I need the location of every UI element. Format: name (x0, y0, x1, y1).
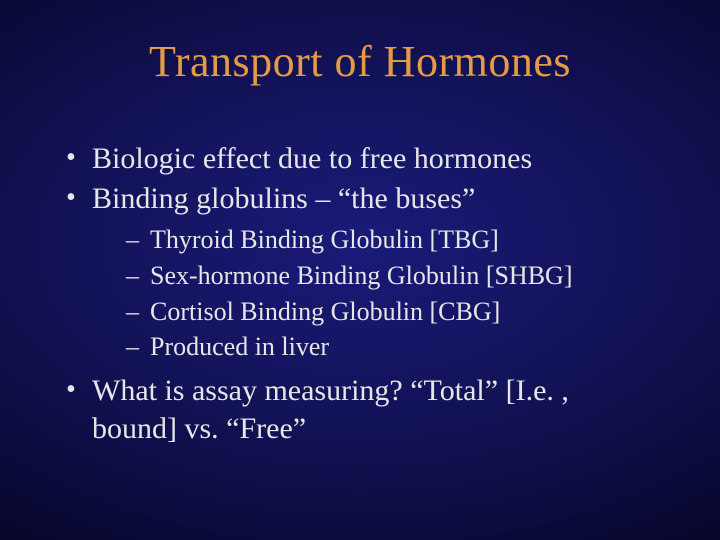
sub-bullet-text: Cortisol Binding Globulin [CBG] (150, 297, 500, 326)
bullet-text: Binding globulins – “the buses” (92, 182, 475, 215)
bullet-text: What is assay measuring? “Total” [I.e. ,… (92, 374, 569, 445)
bullet-item: Binding globulins – “the buses” Thyroid … (64, 180, 660, 365)
sub-bullet-text: Produced in liver (150, 332, 329, 361)
bullet-list-level1: Biologic effect due to free hormones Bin… (64, 140, 660, 447)
slide-title: Transport of Hormones (0, 36, 720, 87)
sub-bullet-item: Cortisol Binding Globulin [CBG] (126, 295, 660, 329)
sub-bullet-item: Thyroid Binding Globulin [TBG] (126, 223, 660, 257)
sub-bullet-text: Sex-hormone Binding Globulin [SHBG] (150, 261, 573, 290)
sub-bullet-item: Produced in liver (126, 330, 660, 364)
slide-body: Biologic effect due to free hormones Bin… (64, 140, 660, 449)
bullet-item: What is assay measuring? “Total” [I.e. ,… (64, 372, 660, 447)
sub-bullet-text: Thyroid Binding Globulin [TBG] (150, 225, 499, 254)
slide: Transport of Hormones Biologic effect du… (0, 0, 720, 540)
bullet-text: Biologic effect due to free hormones (92, 142, 532, 175)
sub-bullet-item: Sex-hormone Binding Globulin [SHBG] (126, 259, 660, 293)
bullet-item: Biologic effect due to free hormones (64, 140, 660, 178)
bullet-list-level2: Thyroid Binding Globulin [TBG] Sex-hormo… (92, 223, 660, 364)
